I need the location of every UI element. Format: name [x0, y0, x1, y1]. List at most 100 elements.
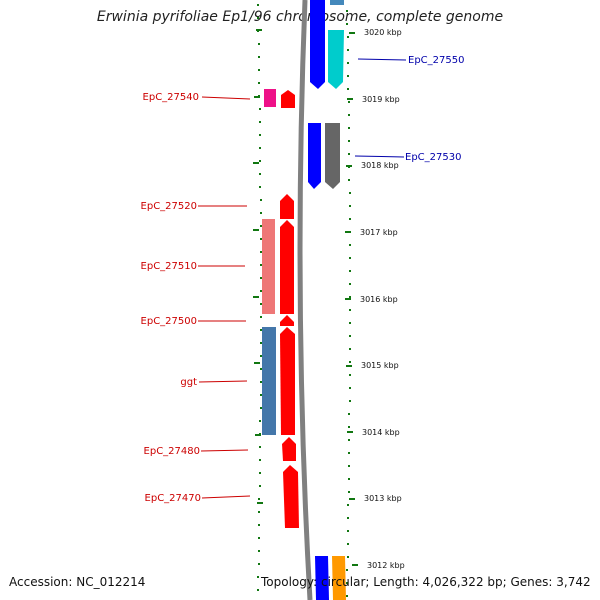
gene-arrow-epc-27500[interactable]: [280, 315, 294, 326]
major-tick: [347, 98, 353, 100]
minor-tick: [347, 517, 349, 519]
major-tick: [349, 32, 355, 34]
minor-tick: [260, 264, 262, 266]
gene-arrow-blue-mid[interactable]: [308, 123, 321, 189]
gene-arrow-epc-27520[interactable]: [280, 194, 294, 219]
minor-tick: [260, 407, 262, 409]
minor-tick: [260, 303, 262, 305]
major-tick: [346, 365, 352, 367]
minor-tick: [260, 316, 262, 318]
map-title: Erwinia pyrifoliae Ep1/96 chromosome, co…: [96, 9, 504, 25]
minor-tick: [349, 322, 351, 324]
major-tick: [352, 564, 358, 566]
minor-tick: [349, 192, 351, 194]
minor-tick: [349, 296, 351, 298]
kbp-label: 3014 kbp: [362, 428, 400, 437]
gene-arrow-epc-27550[interactable]: [328, 30, 344, 89]
gene-label-epc-27470[interactable]: EpC_27470: [145, 493, 201, 504]
minor-tick: [257, 576, 259, 578]
major-tick: [253, 296, 259, 298]
minor-tick: [349, 374, 351, 376]
minor-tick: [259, 121, 261, 123]
minor-tick: [259, 147, 261, 149]
major-tick: [253, 162, 259, 164]
minor-tick: [258, 563, 260, 565]
minor-tick: [349, 335, 351, 337]
minor-tick: [258, 498, 260, 500]
gene-block-pink[interactable]: [264, 89, 276, 107]
minor-tick: [257, 4, 259, 6]
minor-tick: [349, 257, 351, 259]
gene-label-epc-27510[interactable]: EpC_27510: [141, 261, 197, 272]
minor-tick: [259, 420, 261, 422]
major-tick: [345, 298, 351, 300]
topology-info: Topology: circular; Length: 4,026,322 bp…: [261, 575, 591, 589]
kbp-label: 3018 kbp: [361, 161, 399, 170]
gene-arrow-epc-27530[interactable]: [325, 123, 340, 189]
gene-block-steelblue[interactable]: [262, 327, 276, 435]
reverse-strand-genes: [262, 89, 299, 528]
gene-block-orange-bottom[interactable]: [332, 556, 346, 600]
minor-tick: [348, 452, 350, 454]
leader-ggt: [198, 380, 248, 383]
leader-epc-27480: [200, 449, 249, 452]
major-tick: [253, 229, 259, 231]
gene-arrow-epc-27480[interactable]: [282, 437, 296, 461]
minor-tick: [349, 205, 351, 207]
minor-tick: [258, 524, 260, 526]
gene-block-salmon[interactable]: [262, 219, 275, 314]
gene-label-epc-27480[interactable]: EpC_27480: [144, 446, 200, 457]
minor-tick: [348, 426, 350, 428]
gene-arrow-epc-27540[interactable]: [281, 90, 295, 108]
minor-tick: [346, 10, 348, 12]
kbp-major-ticks: [253, 29, 358, 566]
minor-tick: [260, 394, 262, 396]
leader-epc-27530: [354, 155, 405, 158]
chromosome-backbone: [297, 0, 313, 600]
major-tick: [255, 434, 261, 436]
gene-arrow-epc-27470[interactable]: [283, 465, 299, 528]
minor-tick: [346, 582, 348, 584]
major-tick: [346, 165, 352, 167]
minor-tick: [347, 49, 349, 51]
minor-tick: [258, 56, 260, 58]
minor-tick: [259, 108, 261, 110]
gene-label-epc-27540[interactable]: EpC_27540: [143, 92, 199, 103]
minor-tick: [349, 348, 351, 350]
minor-tick: [348, 465, 350, 467]
minor-tick: [260, 225, 262, 227]
minor-tick: [259, 472, 261, 474]
gene-arrow-epc-27510[interactable]: [280, 220, 294, 314]
minor-tick: [348, 153, 350, 155]
kbp-label: 3020 kbp: [364, 28, 402, 37]
gene-label-epc-27520[interactable]: EpC_27520: [141, 201, 197, 212]
gene-label-ggt[interactable]: ggt: [180, 377, 197, 388]
kbp-label: 3012 kbp: [367, 561, 405, 570]
minor-tick: [347, 75, 349, 77]
minor-tick: [260, 368, 262, 370]
gene-arrow-ggt[interactable]: [280, 327, 295, 435]
gene-block-blue-bottom[interactable]: [315, 556, 329, 600]
minor-tick: [347, 62, 349, 64]
gene-label-epc-27550[interactable]: EpC_27550: [408, 55, 464, 66]
minor-tick: [260, 212, 262, 214]
minor-tick: [260, 342, 262, 344]
major-tick: [254, 362, 260, 364]
gene-label-epc-27530[interactable]: EpC_27530: [405, 152, 461, 163]
major-tick: [349, 498, 355, 500]
minor-tick: [348, 491, 350, 493]
minor-tick: [260, 329, 262, 331]
gene-label-epc-27500[interactable]: EpC_27500: [141, 316, 197, 327]
label-leader-lines: [198, 58, 407, 499]
gene-arrow-blue-top[interactable]: [310, 0, 325, 89]
minor-tick: [349, 270, 351, 272]
kbp-label: 3017 kbp: [360, 228, 398, 237]
minor-tick: [260, 290, 262, 292]
minor-tick: [259, 173, 261, 175]
minor-tick: [349, 400, 351, 402]
minor-tick: [348, 114, 350, 116]
minor-tick: [259, 485, 261, 487]
minor-tick: [260, 238, 262, 240]
gene-block-steel-top[interactable]: [330, 0, 344, 5]
minor-tick: [349, 244, 351, 246]
